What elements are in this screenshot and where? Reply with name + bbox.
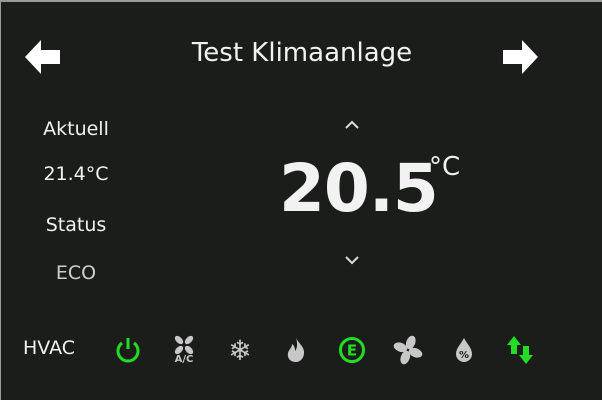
current-temperature: 21.4°C	[43, 163, 109, 185]
hvac-mode-dry[interactable]: %	[446, 332, 482, 368]
arrow-left-icon[interactable]	[25, 40, 61, 74]
setpoint-temperature: 20.5	[279, 150, 439, 227]
ac-label: A/C	[174, 354, 194, 365]
snowflake-icon: ❄	[228, 333, 252, 367]
power-icon	[116, 338, 140, 363]
dehumidify-icon: %	[456, 338, 472, 362]
page-title: Test Klimaanlage	[191, 38, 413, 68]
chevron-down-icon[interactable]	[337, 250, 367, 270]
flame-icon	[287, 338, 305, 362]
hvac-label: HVAC	[23, 337, 75, 359]
hvac-mode-eco[interactable]: E	[334, 332, 370, 368]
fan-icon	[393, 335, 423, 365]
hvac-mode-cool[interactable]: ❄	[222, 332, 258, 368]
auto-swap-icon	[507, 336, 533, 364]
hvac-mode-fan[interactable]	[390, 332, 426, 368]
ac-fan-icon	[174, 335, 194, 355]
hvac-mode-auto[interactable]	[502, 332, 538, 368]
status-value: ECO	[55, 262, 97, 284]
hvac-mode-power[interactable]	[110, 332, 146, 368]
svg-text:%: %	[459, 350, 469, 361]
hvac-mode-ac[interactable]: A/C	[166, 332, 202, 368]
chevron-up-icon[interactable]	[337, 114, 367, 134]
arrow-right-icon[interactable]	[502, 40, 538, 74]
svg-text:E: E	[347, 342, 357, 360]
status-label: Status	[45, 214, 107, 236]
eco-icon: E	[339, 337, 365, 363]
current-label: Aktuell	[43, 118, 109, 140]
hvac-mode-heat[interactable]	[278, 332, 314, 368]
setpoint-unit: °C	[429, 152, 461, 182]
